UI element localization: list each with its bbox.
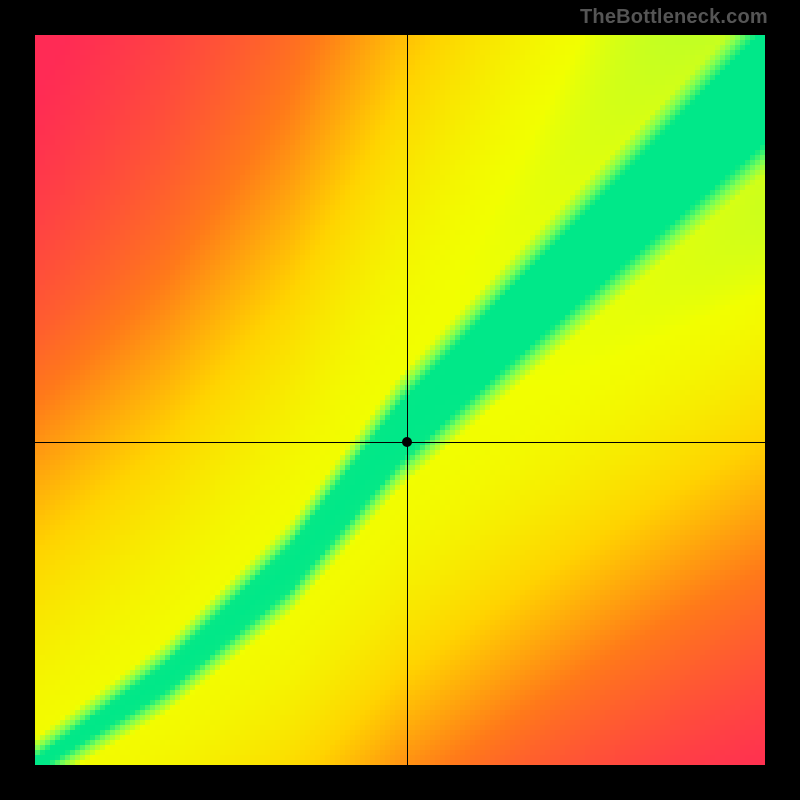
crosshair-vertical [407,35,408,765]
frame-right [765,0,800,800]
frame-left [0,0,35,800]
bottleneck-heatmap [35,35,765,765]
crosshair-horizontal [35,442,765,443]
selection-marker [402,437,412,447]
watermark-text: TheBottleneck.com [580,6,768,29]
frame-bottom [0,765,800,800]
